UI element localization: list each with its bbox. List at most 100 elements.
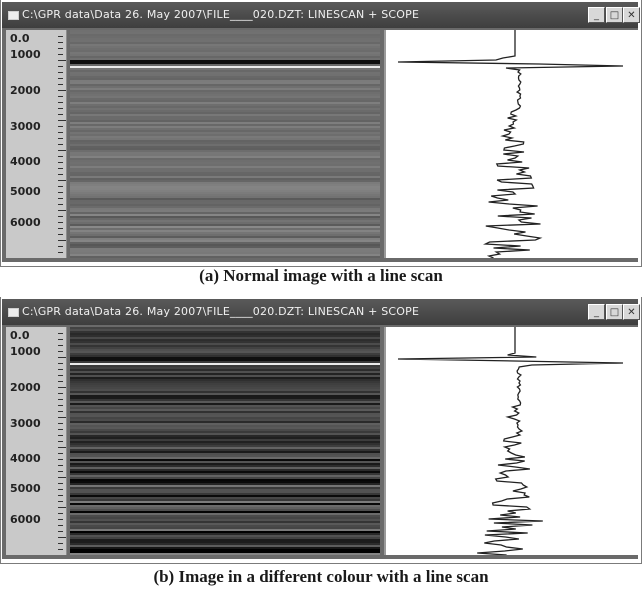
scan-band (70, 395, 380, 397)
panel-b: C:\GPR data\Data 26. May 2007\FILE____02… (0, 297, 642, 594)
title-bar[interactable]: C:\GPR data\Data 26. May 2007\FILE____02… (2, 299, 640, 325)
scale-tick (58, 90, 66, 91)
scan-band (70, 343, 380, 345)
scale-tick (58, 489, 63, 490)
scale-tick (58, 234, 63, 235)
scan-band (70, 84, 380, 86)
scale-tick (58, 204, 63, 205)
scan-band (70, 553, 380, 555)
scale-tick (58, 387, 66, 388)
scan-band (70, 66, 380, 68)
scan-band (70, 453, 380, 455)
scale-tick (58, 429, 63, 430)
scan-band (70, 50, 380, 52)
scan-band (70, 226, 380, 228)
scan-band (70, 507, 380, 509)
depth-scale: 0.0 1000 2000 3000 4000 5000 6000 (6, 30, 67, 258)
scan-band (70, 34, 380, 36)
scan-band (70, 76, 380, 78)
maximize-button[interactable]: □ (606, 304, 623, 320)
scan-band (70, 505, 380, 507)
scan-band (70, 429, 380, 431)
scan-band (70, 224, 380, 226)
minimize-button[interactable]: _ (588, 304, 605, 320)
scale-tick (58, 168, 63, 169)
scan-band (70, 437, 380, 439)
scan-band (70, 72, 380, 74)
scan-band (70, 487, 380, 489)
scan-band (70, 96, 380, 98)
scan-band (70, 401, 380, 403)
scale-tick (58, 54, 63, 55)
scale-tick (58, 405, 63, 406)
scale-tick (58, 96, 63, 97)
scan-band (70, 104, 380, 106)
scale-tick (58, 471, 63, 472)
scan-band (70, 218, 380, 220)
scale-tick (58, 240, 66, 241)
scale-tick (58, 537, 66, 538)
scan-band (70, 457, 380, 459)
scale-tick (58, 120, 66, 121)
scale-tick (58, 333, 63, 334)
close-button[interactable]: ✕ (623, 304, 640, 320)
scan-band (70, 511, 380, 513)
scan-band (70, 198, 380, 200)
scan-band (70, 543, 380, 545)
scan-band (70, 214, 380, 216)
scale-tick (58, 351, 63, 352)
scan-band (70, 194, 380, 196)
scale-label: 5000 (10, 185, 41, 198)
scan-band (70, 158, 380, 160)
scan-band (70, 108, 380, 110)
scan-band (70, 100, 380, 102)
scan-band (70, 36, 380, 38)
scan-band (70, 515, 380, 517)
waveform-line (397, 30, 624, 258)
maximize-button[interactable]: □ (606, 7, 623, 23)
scan-band (70, 441, 380, 443)
scan-band (70, 331, 380, 333)
scan-band (70, 389, 380, 391)
close-button[interactable]: ✕ (623, 7, 640, 23)
scale-tick (58, 501, 63, 502)
scan-band (70, 80, 380, 82)
scan-band (70, 341, 380, 343)
window-icon (8, 308, 19, 317)
scan-band (70, 170, 380, 172)
scale-tick (58, 36, 63, 37)
title-bar[interactable]: C:\GPR data\Data 26. May 2007\FILE____02… (2, 2, 640, 28)
scale-tick (58, 375, 63, 376)
scale-tick (58, 216, 63, 217)
scan-band (70, 142, 380, 144)
scan-band (70, 42, 380, 44)
window-title: C:\GPR data\Data 26. May 2007\FILE____02… (22, 305, 420, 318)
scan-band (70, 254, 380, 256)
waveform-line (397, 327, 624, 555)
scan-band (70, 421, 380, 423)
scan-band (70, 377, 380, 379)
scale-tick (58, 162, 63, 163)
scan-band (70, 150, 380, 152)
scan-band (70, 70, 380, 72)
scan-band (70, 547, 380, 549)
linescan-window: C:\GPR data\Data 26. May 2007\FILE____02… (2, 2, 640, 262)
scan-band (70, 419, 380, 421)
scale-label: 3000 (10, 120, 41, 133)
scale-label: 6000 (10, 513, 41, 526)
scan-band (70, 116, 380, 118)
minimize-button[interactable]: _ (588, 7, 605, 23)
scan-band (70, 222, 380, 224)
scan-band (70, 242, 380, 244)
scan-band (70, 192, 380, 194)
scan-band (70, 162, 380, 164)
scan-band (70, 60, 380, 62)
scale-tick (58, 138, 63, 139)
scale-tick (58, 525, 63, 526)
scan-band (70, 166, 380, 168)
scale-tick (58, 228, 63, 229)
scan-band (70, 345, 380, 347)
scale-tick (58, 435, 63, 436)
scale-tick (58, 447, 66, 448)
scale-tick (58, 186, 63, 187)
